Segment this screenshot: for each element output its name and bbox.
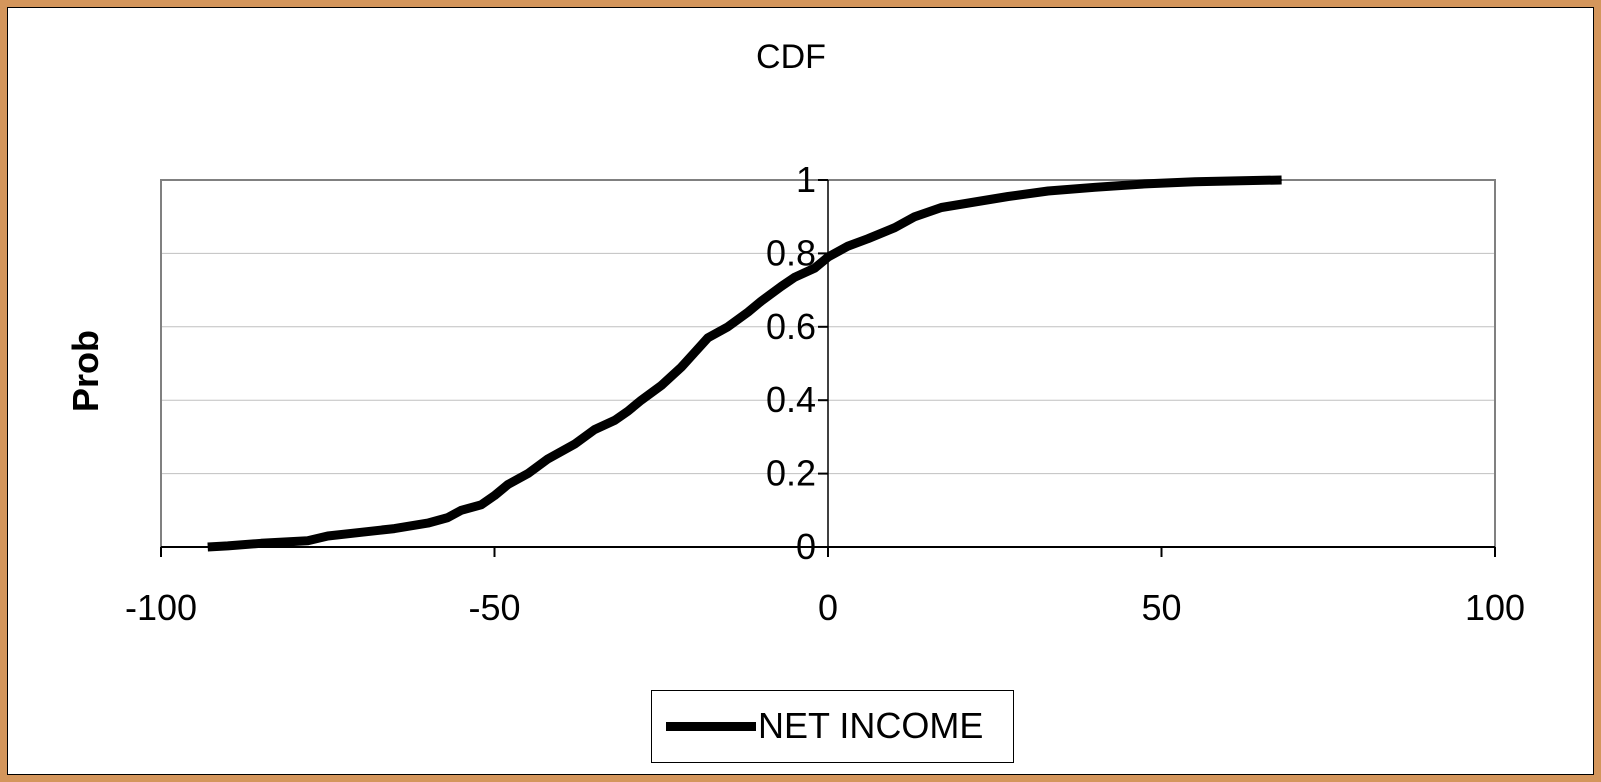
- y-tick-label-0.6: 0.6: [766, 306, 816, 347]
- data-point-43: [1281, 180, 1282, 181]
- data-point-39: [1094, 187, 1095, 188]
- data-point-14: [547, 458, 548, 459]
- data-point-42: [1241, 180, 1242, 181]
- x-tick-label-50: 50: [1141, 587, 1181, 628]
- data-point-16: [594, 429, 595, 430]
- data-point-38: [1048, 191, 1049, 192]
- data-point-36: [974, 202, 975, 203]
- data-point-21: [681, 367, 682, 368]
- data-point-5: [361, 532, 362, 533]
- data-point-17: [614, 420, 615, 421]
- y-axis-label: Prob: [65, 330, 106, 412]
- data-point-34: [914, 216, 915, 217]
- y-tick-label-0.2: 0.2: [766, 453, 816, 494]
- data-point-2: [261, 543, 262, 544]
- legend-label: NET INCOME: [758, 704, 983, 748]
- data-point-11: [494, 495, 495, 496]
- data-point-26: [761, 301, 762, 302]
- x-tick-label--100: -100: [125, 587, 197, 628]
- data-point-25: [748, 312, 749, 313]
- data-point-32: [868, 238, 869, 239]
- legend-line-swatch: [666, 722, 756, 731]
- data-point-24: [727, 326, 728, 327]
- data-point-27: [781, 286, 782, 287]
- data-point-29: [814, 268, 815, 269]
- data-point-4: [327, 536, 328, 537]
- data-point-3: [307, 540, 308, 541]
- legend: NET INCOME: [651, 690, 1014, 763]
- y-tick-label-1: 1: [796, 159, 816, 200]
- data-point-40: [1148, 183, 1149, 184]
- data-point-1: [227, 545, 228, 546]
- x-tick-label-0: 0: [818, 587, 838, 628]
- data-point-15: [574, 444, 575, 445]
- data-point-0: [207, 547, 208, 548]
- data-point-28: [794, 277, 795, 278]
- data-point-22: [694, 352, 695, 353]
- data-point-37: [1008, 196, 1009, 197]
- data-point-6: [394, 528, 395, 529]
- x-tick-label--50: -50: [468, 587, 520, 628]
- chart-title: CDF: [756, 38, 826, 76]
- data-point-41: [1194, 181, 1195, 182]
- data-point-31: [848, 246, 849, 247]
- data-point-23: [707, 337, 708, 338]
- y-tick-label-0.4: 0.4: [766, 379, 816, 420]
- data-point-7: [427, 523, 428, 524]
- chart-frame: CDF Prob -100 -50 0 50 100 0 0.2 0.4 0.6 0.8 1 NET…: [7, 7, 1594, 775]
- series-line-0: [208, 180, 1282, 547]
- data-point-8: [447, 517, 448, 518]
- data-point-9: [461, 510, 462, 511]
- data-point-12: [507, 484, 508, 485]
- data-point-30: [828, 257, 829, 258]
- data-point-19: [641, 400, 642, 401]
- y-tick-label-0: 0: [796, 526, 816, 567]
- x-tick-label-100: 100: [1465, 587, 1525, 628]
- data-point-10: [481, 504, 482, 505]
- data-point-33: [894, 227, 895, 228]
- data-point-13: [527, 473, 528, 474]
- data-point-35: [941, 207, 942, 208]
- data-point-18: [627, 411, 628, 412]
- data-point-20: [661, 385, 662, 386]
